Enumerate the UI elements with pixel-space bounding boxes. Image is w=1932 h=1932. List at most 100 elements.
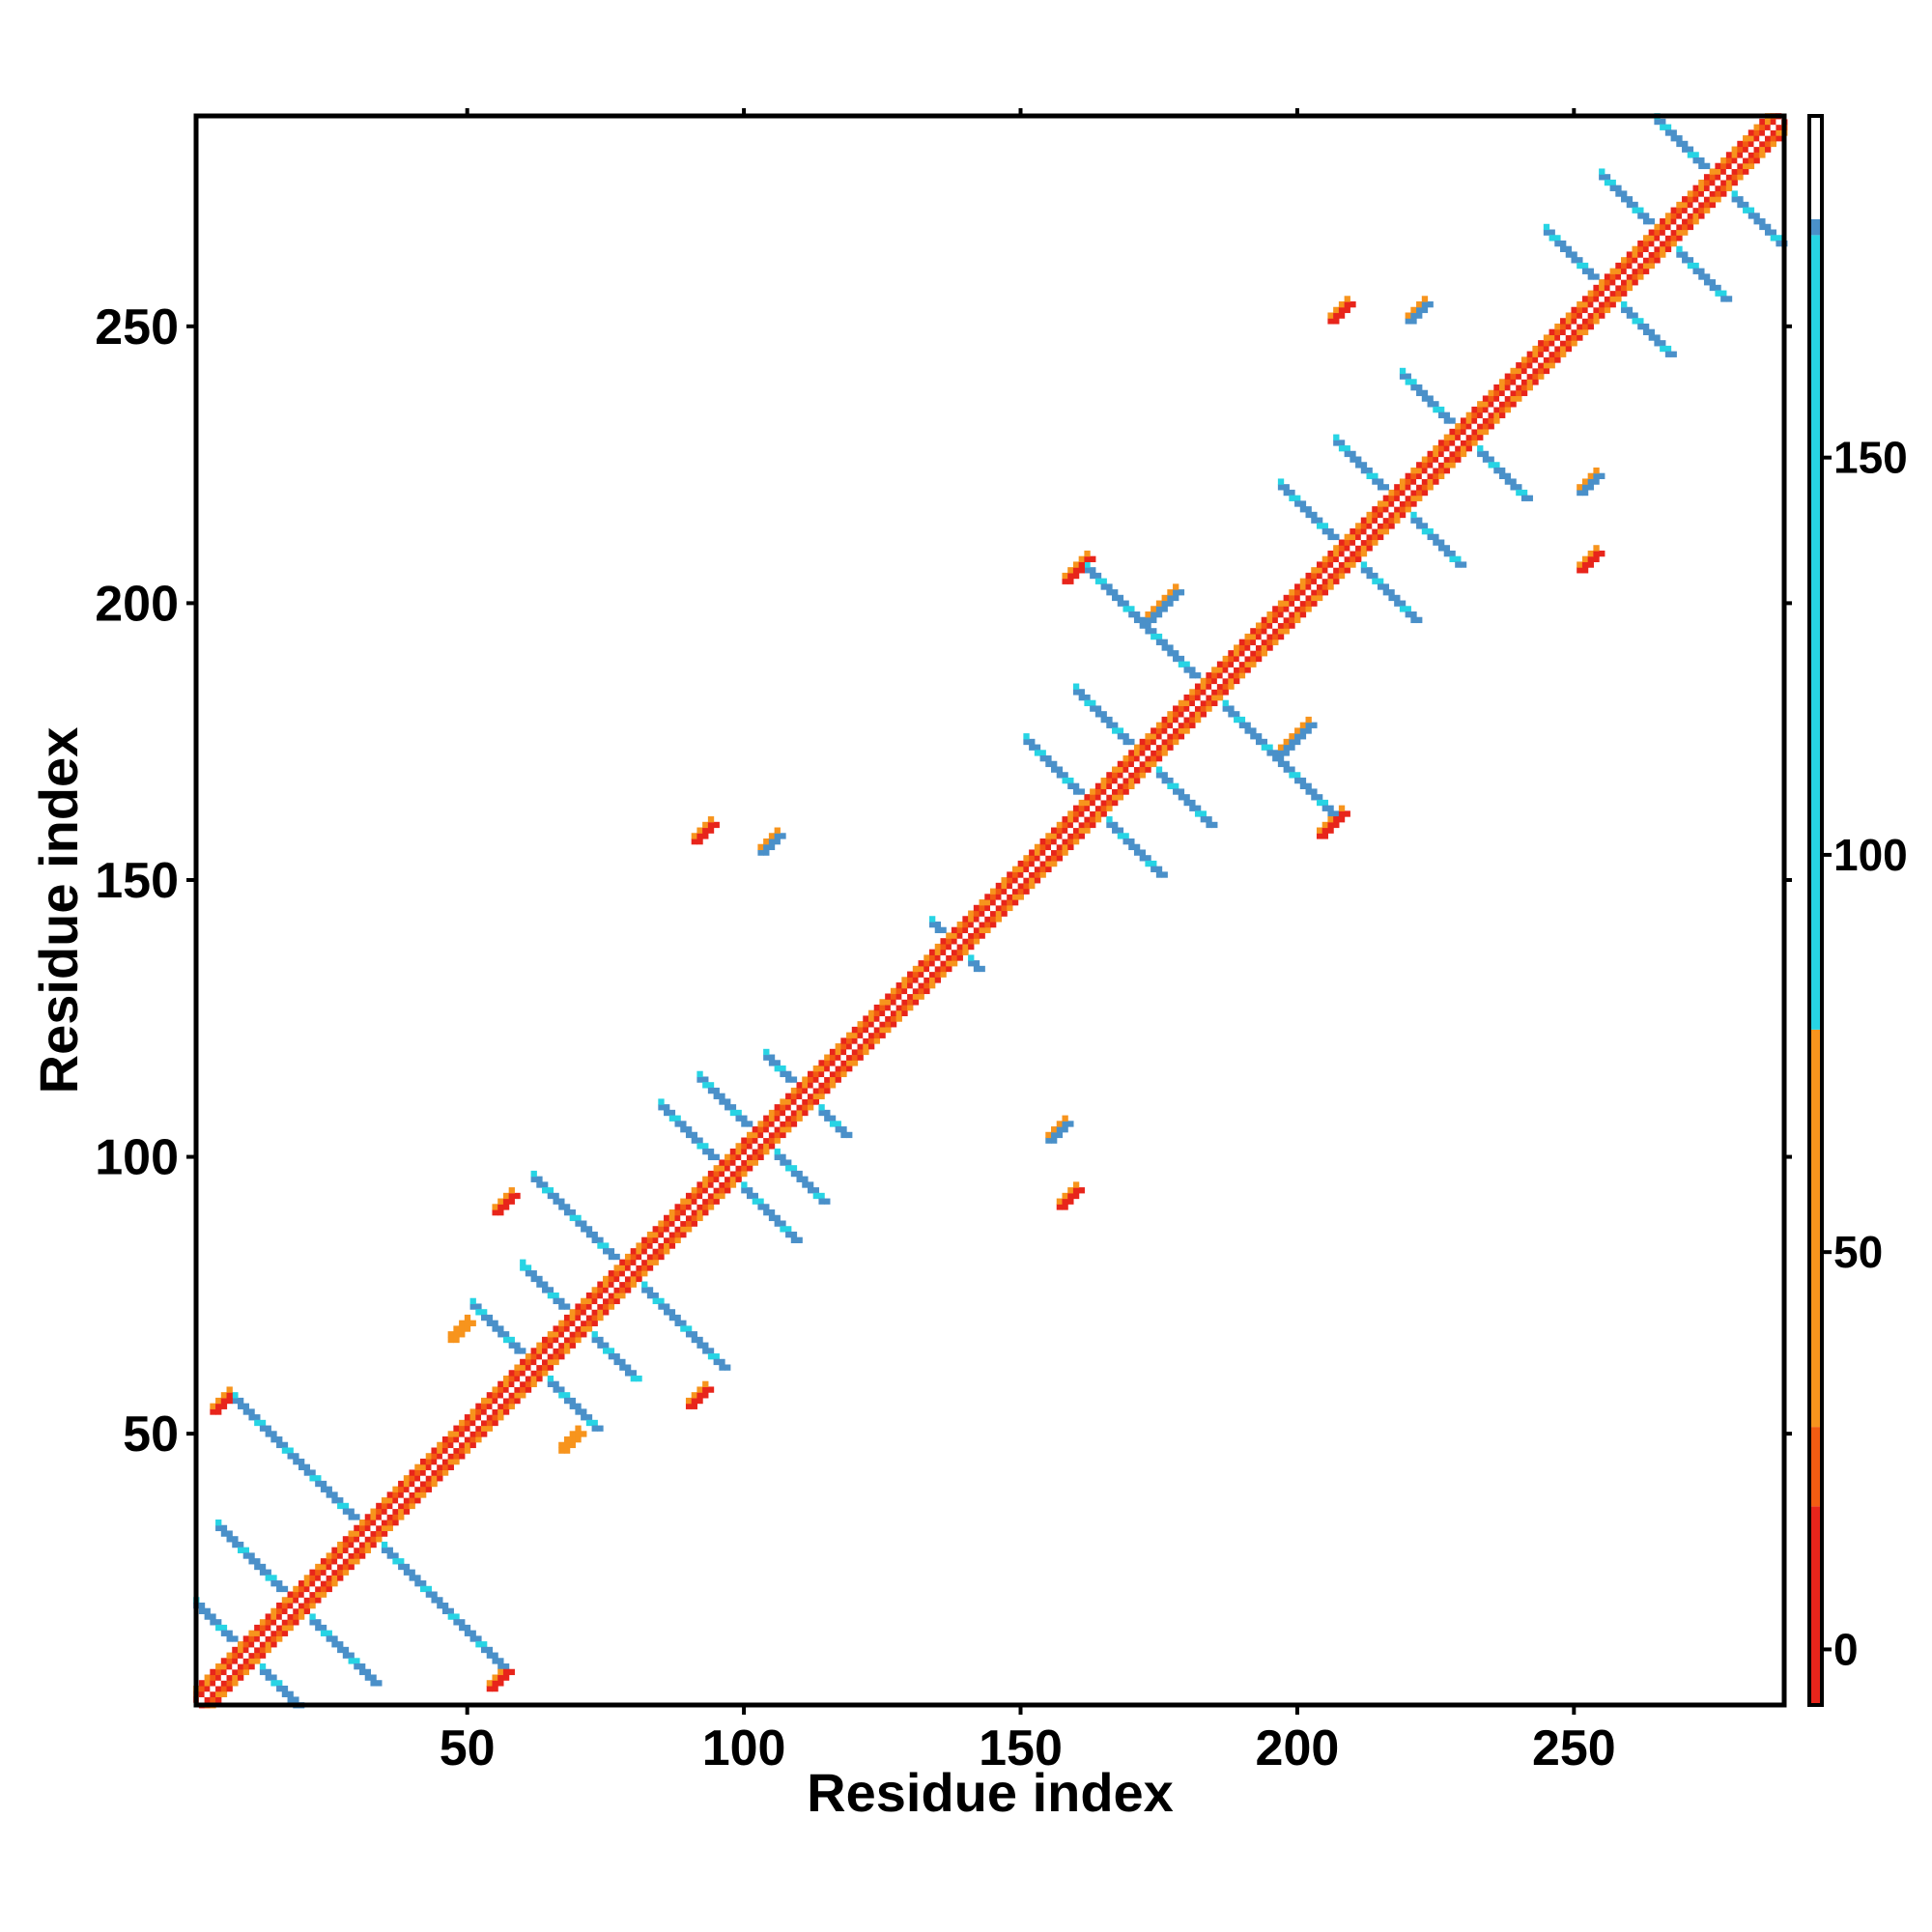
heatmap-cell	[591, 1231, 598, 1238]
heatmap-cell	[636, 1275, 642, 1283]
heatmap-cell	[1399, 511, 1406, 519]
heatmap-cell	[581, 1331, 587, 1338]
heatmap-cell	[901, 1009, 908, 1016]
heatmap-cell	[1510, 484, 1517, 491]
heatmap-cell	[553, 1380, 559, 1388]
heatmap-cell	[1698, 157, 1705, 164]
heatmap-cell	[1294, 733, 1301, 740]
heatmap-cell	[1388, 523, 1395, 529]
heatmap-cell	[364, 1520, 372, 1526]
heatmap-cell	[1725, 162, 1733, 170]
heatmap-cell	[1305, 572, 1312, 580]
heatmap-cell	[542, 1348, 549, 1354]
heatmap-cell	[757, 1137, 764, 1144]
heatmap-cell	[1565, 251, 1573, 258]
heatmap-cell	[1443, 417, 1451, 424]
heatmap-cell	[1277, 478, 1285, 485]
heatmap-cell	[1094, 810, 1102, 817]
y-tick-label: 150	[95, 853, 179, 909]
heatmap-cell	[293, 1607, 299, 1615]
heatmap-cell	[713, 1192, 720, 1200]
heatmap-cell	[1100, 716, 1107, 724]
heatmap-cell	[386, 1514, 393, 1520]
heatmap-cell	[358, 1524, 366, 1532]
heatmap-cell	[1715, 179, 1721, 186]
heatmap-cell	[1194, 705, 1202, 712]
heatmap-cell	[303, 1597, 311, 1604]
heatmap-cell	[232, 1646, 239, 1654]
heatmap-cell	[680, 1204, 687, 1210]
heatmap-cell	[1593, 545, 1600, 552]
heatmap-cell	[215, 1680, 222, 1687]
heatmap-cell	[1234, 716, 1240, 724]
heatmap-cell	[1261, 744, 1267, 751]
heatmap-cell	[685, 1331, 693, 1338]
heatmap-cell	[1621, 196, 1628, 203]
heatmap-cell	[619, 1259, 626, 1265]
heatmap-cell	[873, 1015, 881, 1022]
heatmap-cell	[1421, 395, 1429, 402]
heatmap-cell	[530, 1364, 537, 1371]
heatmap-cell	[386, 1508, 393, 1515]
heatmap-cell	[1094, 788, 1102, 795]
heatmap-cell	[342, 1569, 350, 1576]
heatmap-cell	[840, 1070, 847, 1078]
heatmap-cell	[259, 1663, 267, 1670]
heatmap-cell	[1011, 888, 1019, 895]
heatmap-cell	[1078, 827, 1085, 834]
heatmap-cell	[1072, 567, 1080, 574]
heatmap-cell	[1720, 168, 1727, 175]
heatmap-cell	[398, 1497, 405, 1504]
heatmap-cell	[990, 888, 997, 895]
heatmap-cell	[1299, 777, 1307, 784]
heatmap-cell	[581, 1303, 587, 1310]
heatmap-cell	[337, 1502, 344, 1510]
heatmap-cell	[1045, 1137, 1052, 1144]
heatmap-cell	[265, 1635, 271, 1642]
heatmap-cell	[1366, 517, 1373, 524]
heatmap-cell	[702, 1342, 709, 1349]
heatmap-cell	[1327, 827, 1334, 834]
heatmap-cell	[1090, 567, 1096, 574]
heatmap-cell	[558, 1353, 565, 1360]
heatmap-cell	[1388, 511, 1395, 519]
heatmap-cell	[1626, 196, 1634, 203]
heatmap-cell	[846, 1131, 853, 1139]
heatmap-cell	[220, 1630, 228, 1636]
heatmap-cell	[486, 1414, 494, 1421]
heatmap-cell	[1011, 894, 1019, 900]
heatmap-cell	[298, 1613, 305, 1620]
heatmap-cell	[1499, 379, 1506, 385]
heatmap-cell	[685, 1198, 693, 1205]
heatmap-cell	[1139, 744, 1146, 751]
heatmap-cell	[641, 1281, 648, 1288]
heatmap-cell	[469, 1431, 476, 1437]
heatmap-cell	[1173, 733, 1179, 740]
heatmap-cell	[303, 1607, 311, 1615]
heatmap-cell	[220, 1680, 228, 1687]
heatmap-cell	[1770, 118, 1776, 126]
heatmap-cell	[563, 1342, 571, 1349]
heatmap-cell	[1571, 312, 1577, 319]
heatmap-cell	[1084, 567, 1091, 574]
heatmap-cell	[1731, 196, 1738, 203]
heatmap-cell	[492, 1658, 498, 1664]
heatmap-cell	[342, 1536, 350, 1543]
heatmap-cell	[520, 1386, 526, 1393]
heatmap-cell	[1355, 523, 1362, 529]
heatmap-cell	[1299, 583, 1307, 590]
heatmap-cell	[398, 1514, 405, 1520]
heatmap-cell	[1261, 628, 1267, 635]
heatmap-cell	[1117, 727, 1124, 734]
heatmap-cell	[1399, 484, 1406, 491]
heatmap-cell	[603, 1309, 610, 1316]
heatmap-cell	[1067, 1187, 1074, 1194]
heatmap-cell	[768, 1143, 776, 1150]
heatmap-cell	[951, 949, 958, 955]
heatmap-cell	[287, 1447, 294, 1454]
heatmap-cell	[1560, 340, 1567, 347]
heatmap-cell	[940, 949, 947, 955]
heatmap-cell	[912, 977, 920, 983]
heatmap-cell	[1382, 506, 1390, 513]
heatmap-cell	[331, 1558, 338, 1565]
